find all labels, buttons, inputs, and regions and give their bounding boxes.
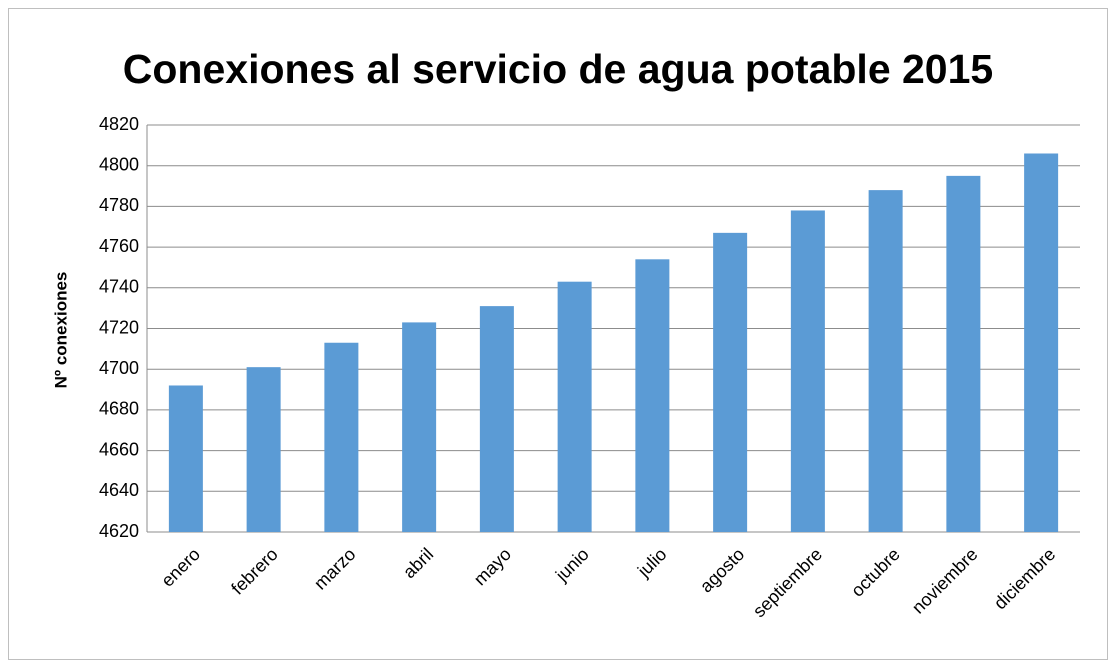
bar (557, 281, 592, 532)
bar (946, 175, 981, 532)
y-tick-label: 4760 (99, 236, 139, 256)
bar (790, 210, 825, 532)
y-tick-label: 4720 (99, 317, 139, 337)
bar (324, 342, 359, 532)
bar (1024, 153, 1059, 533)
bar (713, 232, 748, 533)
y-tick-label: 4640 (99, 480, 139, 500)
y-tick-label: 4680 (99, 399, 139, 419)
bar (402, 322, 437, 532)
y-tick-label: 4800 (99, 154, 139, 174)
bar (479, 306, 514, 532)
y-tick-label: 4780 (99, 195, 139, 215)
bar (635, 259, 670, 532)
y-tick-label: 4700 (99, 358, 139, 378)
chart-title: Conexiones al servicio de agua potable 2… (123, 46, 993, 92)
bar (868, 190, 903, 532)
y-tick-label: 4820 (99, 114, 139, 134)
y-tick-label: 4620 (99, 521, 139, 541)
y-tick-label: 4740 (99, 277, 139, 297)
y-tick-label: 4660 (99, 439, 139, 459)
bar (168, 385, 203, 532)
y-axis-label: Nº conexiones (51, 272, 70, 389)
bar (246, 367, 281, 532)
